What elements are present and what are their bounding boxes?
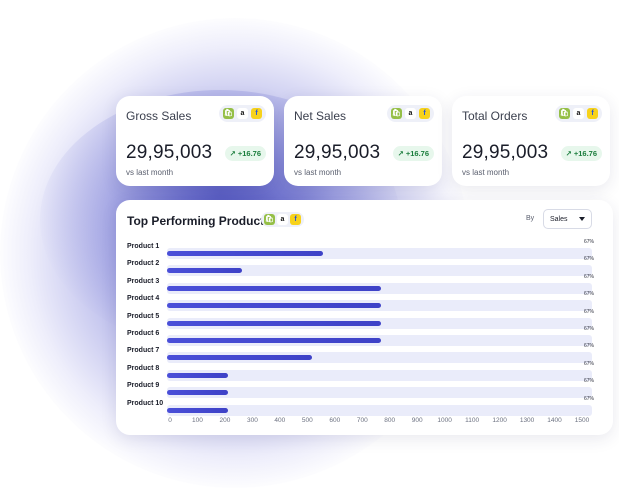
amazon-icon: a [573, 108, 584, 119]
bar-label: Product 5 [127, 312, 160, 320]
bar-value-label: 67% [584, 326, 595, 332]
bar [167, 268, 243, 274]
x-tick-label: 800 [384, 417, 396, 424]
x-tick-label: 1500 [574, 417, 590, 424]
bar [167, 303, 382, 309]
channel-icons: 🛍 a f [261, 212, 304, 227]
stat-sub: vs last month [462, 168, 510, 177]
stat-value: 29,95,003 [126, 142, 213, 163]
bar-value-label: 67% [584, 273, 595, 280]
x-tick-label: 1100 [465, 417, 480, 424]
x-tick-label: 600 [329, 417, 341, 424]
x-tick-label: 0 [168, 417, 172, 424]
by-label: By [526, 215, 535, 222]
bar-track [167, 265, 592, 277]
shopify-icon: 🛍 [391, 108, 402, 119]
amazon-icon: a [237, 108, 248, 119]
change-badge: ↗ +16.76 [392, 146, 434, 161]
x-tick-label: 400 [274, 417, 286, 424]
x-tick-label: 500 [301, 417, 313, 424]
flipkart-icon: f [251, 108, 262, 119]
x-tick-label: 300 [246, 417, 258, 424]
bar-value-label: 67% [584, 360, 595, 367]
x-tick-label: 1400 [547, 417, 562, 424]
bar-value-label: 67% [584, 378, 595, 385]
channel-icons: 🛍 a f [555, 105, 602, 122]
bar [167, 372, 229, 378]
flipkart-icon: f [587, 108, 598, 119]
bar [167, 407, 229, 413]
channel-icons: 🛍 a f [219, 105, 266, 122]
bar [167, 320, 382, 326]
trend-up-icon: ↗ [229, 149, 236, 158]
x-tick-label: 1200 [492, 417, 507, 424]
stat-card-net-sales: Net Sales 🛍 a f 29,95,003 ↗ +16.76 vs las… [284, 96, 442, 186]
bar-value-label: 67% [584, 308, 595, 315]
bar [167, 355, 312, 361]
stat-card-gross-sales: Gross Sales 🛍 a f 29,95,003 ↗ +16.76 vs l… [116, 96, 274, 186]
stat-sub: vs last month [294, 168, 342, 177]
bar-label: Product 7 [127, 347, 160, 355]
stat-card-total-orders: Total Orders 🛍 a f 29,95,003 ↗ +16.76 vs … [452, 96, 610, 186]
x-tick-label: 700 [356, 417, 368, 424]
bar-label: Product 9 [127, 382, 160, 390]
bar-label: Product 6 [127, 330, 160, 337]
bar-track [167, 387, 592, 399]
bar-value-label: 67% [584, 256, 595, 263]
bar-label: Product 8 [127, 364, 160, 372]
x-tick-label: 1300 [519, 417, 535, 424]
bar-label: Product 1 [127, 243, 160, 250]
stat-title: Gross Sales [126, 109, 192, 123]
x-tick-label: 900 [411, 417, 423, 424]
shopify-icon: 🛍 [264, 214, 275, 225]
shopify-icon: 🛍 [223, 108, 234, 119]
bar-value-label: 67% [584, 239, 595, 245]
bar-value-label: 67% [584, 291, 595, 298]
amazon-icon: a [405, 108, 416, 119]
bar [167, 338, 382, 343]
bar [167, 285, 382, 291]
bar-track [167, 352, 592, 364]
bar-track [167, 248, 592, 259]
top-products-card: Top Performing Products 🛍 a f By Sales P… [116, 200, 613, 435]
stat-title: Total Orders [462, 109, 528, 123]
bar-track [167, 404, 592, 416]
bar [167, 390, 229, 396]
channel-icons: 🛍 a f [387, 105, 434, 122]
stat-title: Net Sales [294, 109, 347, 123]
bar-label: Product 2 [127, 260, 160, 268]
x-tick-label: 1000 [437, 417, 452, 424]
change-badge: ↗ +16.76 [224, 146, 266, 161]
bar-label: Product 3 [127, 277, 160, 285]
metric-select-value: Sales [550, 215, 568, 223]
stat-value: 29,95,003 [462, 142, 549, 163]
bar-label: Product 4 [127, 295, 160, 303]
x-tick-label: 100 [192, 417, 203, 424]
bar-label: Product 10 [127, 399, 164, 407]
change-badge: ↗ +16.76 [560, 146, 602, 161]
flipkart-icon: f [419, 108, 430, 119]
metric-select[interactable]: Sales [543, 209, 592, 229]
bar [167, 251, 323, 256]
bar-track [167, 369, 592, 381]
x-tick-label: 200 [219, 417, 231, 424]
amazon-icon: a [277, 214, 288, 225]
trend-up-icon: ↗ [565, 149, 572, 158]
bar-value-label: 67% [584, 395, 595, 402]
stat-sub: vs last month [126, 168, 174, 177]
chevron-down-icon [579, 217, 585, 221]
card-title: Top Performing Products [127, 214, 271, 228]
trend-up-icon: ↗ [397, 149, 404, 158]
flipkart-icon: f [290, 214, 301, 225]
shopify-icon: 🛍 [559, 108, 570, 119]
stat-value: 29,95,003 [294, 142, 381, 163]
bar-value-label: 67% [584, 343, 595, 350]
